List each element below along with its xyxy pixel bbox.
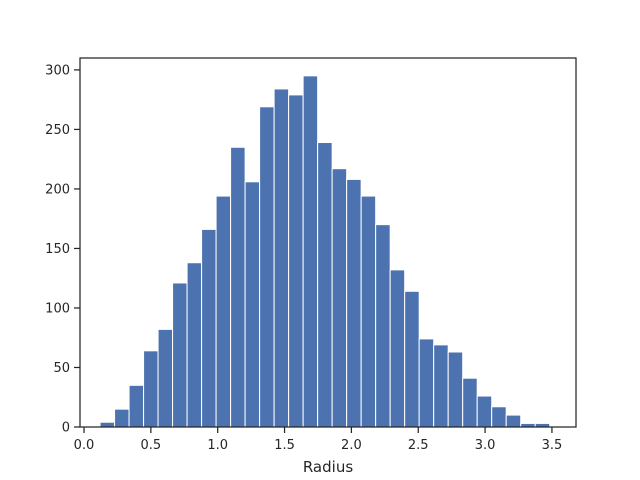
histogram-bar [302, 75, 319, 428]
y-tick-label: 100 [45, 301, 70, 316]
histogram-bar [447, 351, 464, 428]
histogram-bar [157, 328, 174, 428]
histogram-bar [114, 408, 130, 428]
histogram-bar [288, 94, 304, 428]
x-tick-label: 0.5 [141, 438, 162, 453]
histogram-bar [143, 350, 159, 428]
histogram-bar [360, 195, 377, 428]
histogram-bar [317, 142, 333, 428]
x-tick-label: 3.5 [542, 438, 563, 453]
histogram-bar [331, 168, 348, 428]
y-tick-label: 250 [45, 123, 70, 138]
histogram-bar [389, 269, 406, 428]
histogram-bar [259, 106, 275, 428]
histogram-bar [273, 88, 290, 428]
histogram-bar [375, 224, 391, 428]
x-tick-label: 2.0 [341, 438, 362, 453]
x-axis-label: Radius [303, 458, 353, 476]
histogram-bar [491, 406, 507, 428]
histogram-bar [418, 338, 435, 428]
y-tick-label: 300 [45, 63, 70, 78]
histogram-bar [215, 195, 232, 428]
histogram-bar [186, 262, 203, 428]
histogram-bar [99, 421, 116, 428]
x-tick-label: 1.0 [207, 438, 228, 453]
histogram-bar [230, 146, 246, 428]
histogram-bar [404, 290, 420, 428]
x-tick-label: 1.5 [274, 438, 295, 453]
histogram-bar [433, 344, 449, 428]
x-tick-label: 0.0 [74, 438, 95, 453]
y-tick-label: 150 [45, 242, 70, 257]
histogram-bar [201, 228, 217, 428]
plot-frame [79, 57, 577, 428]
histogram-bar [128, 384, 145, 428]
y-tick-label: 50 [53, 361, 70, 376]
y-axis: 0 50 100 150 200 250 300 [45, 63, 80, 436]
y-tick-label: 200 [45, 182, 70, 197]
histogram-bar [172, 282, 188, 428]
histogram-bar [462, 377, 478, 428]
bars-group [99, 75, 551, 428]
x-tick-label: 2.5 [408, 438, 429, 453]
x-tick-label: 3.0 [475, 438, 496, 453]
y-tick-label: 0 [62, 421, 70, 436]
x-axis: 0.0 0.5 1.0 1.5 2.0 2.5 3.0 3.5 [74, 427, 563, 453]
histogram-bar [244, 181, 261, 428]
histogram-bar [476, 395, 493, 428]
histogram-bar [505, 414, 522, 428]
histogram-bar [346, 178, 362, 428]
